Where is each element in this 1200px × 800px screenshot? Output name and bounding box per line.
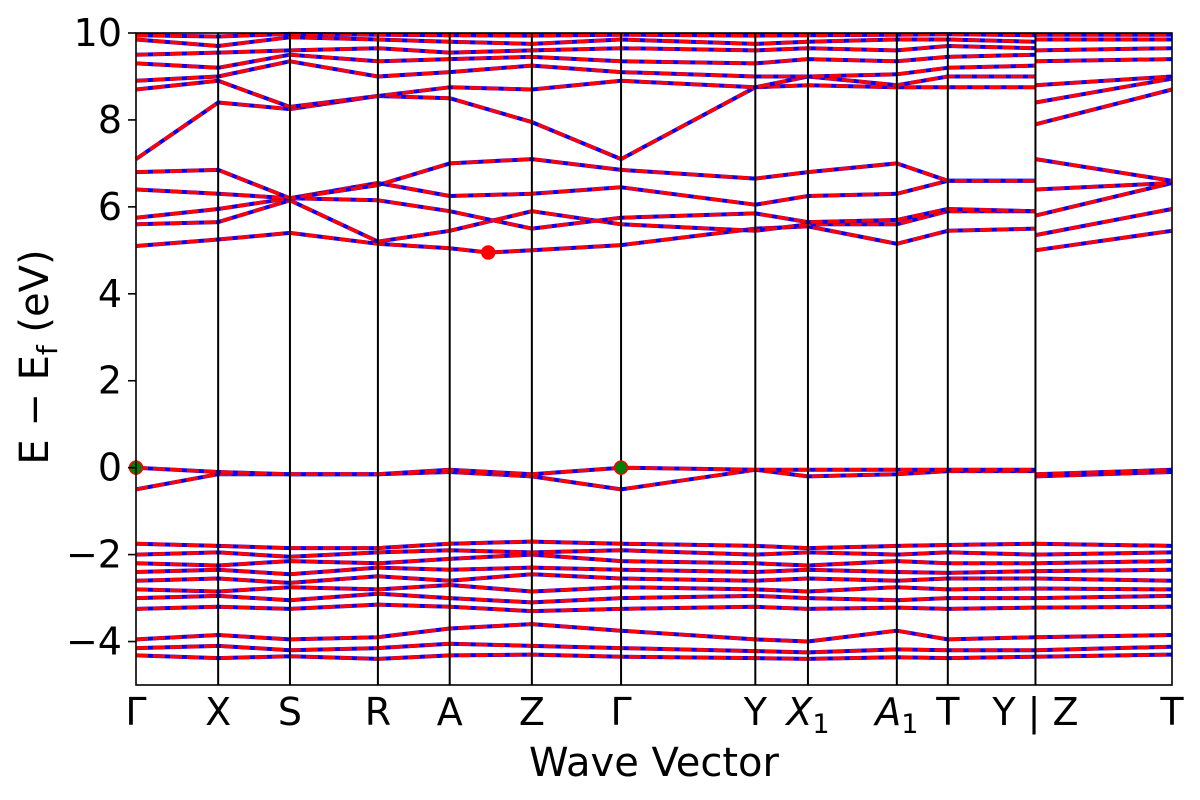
x-ticks: Γ X S R A Z Γ Y X1 A1 T Y | Z T — [125, 690, 1184, 740]
band-19-spin-up — [134, 83, 1173, 162]
x-tick-label-13: T — [1159, 690, 1184, 734]
x-tick-label-12: Y | Z — [991, 690, 1078, 735]
x-axis-label: Wave Vector — [529, 740, 780, 786]
band-25-spin-down — [135, 32, 1172, 39]
y-axis-label-subscript: f — [31, 344, 64, 355]
x-tick-label-1: Γ — [125, 690, 146, 734]
band-20-spin-up — [135, 74, 1173, 109]
band-7-spin-down — [135, 572, 1173, 585]
band-8-spin-down — [135, 565, 1173, 576]
band-15-spin-up — [135, 198, 1173, 244]
x-tick-label-4: R — [365, 690, 391, 734]
x-tick-label-9: X1 — [784, 690, 829, 740]
y-tick-label-1: −4 — [66, 620, 122, 664]
x-tick-label-5: A — [437, 690, 463, 734]
y-axis-label: E − Ef (eV) — [12, 249, 64, 464]
x-tick-label-7: Γ — [610, 690, 631, 734]
band-20-spin-down — [135, 74, 1173, 109]
band-3-spin-down — [135, 622, 1173, 644]
band-1-spin-down — [135, 652, 1173, 661]
band-19-spin-down — [134, 83, 1173, 161]
band-edge-marker-3 — [480, 245, 496, 260]
x-tick-label-3: S — [278, 690, 302, 734]
band-17-spin-down — [135, 179, 1173, 207]
band-11-spin-down — [135, 539, 1173, 550]
x-tick-label-6: Z — [519, 690, 545, 734]
high-symmetry-lines — [217, 33, 1037, 685]
x-tick-label-10: A1 — [872, 690, 918, 740]
band-5-spin-down — [135, 591, 1173, 605]
band-21-spin-down — [135, 59, 1173, 87]
band-15-spin-down — [135, 198, 1173, 244]
x-tick-label-11: T — [935, 690, 960, 734]
y-tick-label-4: 2 — [98, 359, 122, 403]
y-axis-label-prefix: E − E — [12, 355, 58, 465]
band-14-spin-down — [135, 224, 1173, 255]
band-24-spin-down — [135, 35, 1172, 48]
y-tick-label-6: 6 — [98, 185, 122, 229]
band-10-spin-down — [135, 548, 1173, 559]
band-9-spin-down — [135, 552, 1173, 568]
x-tick-label-8: Y — [743, 690, 768, 734]
y-tick-label-5: 4 — [98, 272, 122, 316]
y-tick-label-8: 10 — [74, 11, 122, 55]
x-tick-label-2: X — [205, 690, 231, 734]
band-22-spin-down — [135, 52, 1173, 70]
y-tick-label-2: −2 — [66, 533, 122, 577]
y-axis-label-suffix: (eV) — [12, 249, 58, 345]
y-tick-label-3: 0 — [98, 446, 122, 490]
band-23-spin-down — [135, 44, 1173, 57]
bands-layer — [134, 31, 1173, 661]
band-18-spin-down — [135, 157, 1173, 200]
band-2-spin-down — [135, 641, 1173, 655]
band-edge-marker-2 — [613, 460, 629, 475]
plot-frame — [135, 32, 1173, 686]
y-tick-label-7: 8 — [98, 98, 122, 142]
band-6-spin-down — [135, 583, 1173, 594]
band-16-spin-down — [135, 181, 1173, 231]
band-13-spin-down — [135, 465, 1173, 476]
band-4-spin-down — [135, 602, 1173, 613]
y-ticks: −4 −2 0 2 4 6 8 10 — [66, 11, 136, 664]
